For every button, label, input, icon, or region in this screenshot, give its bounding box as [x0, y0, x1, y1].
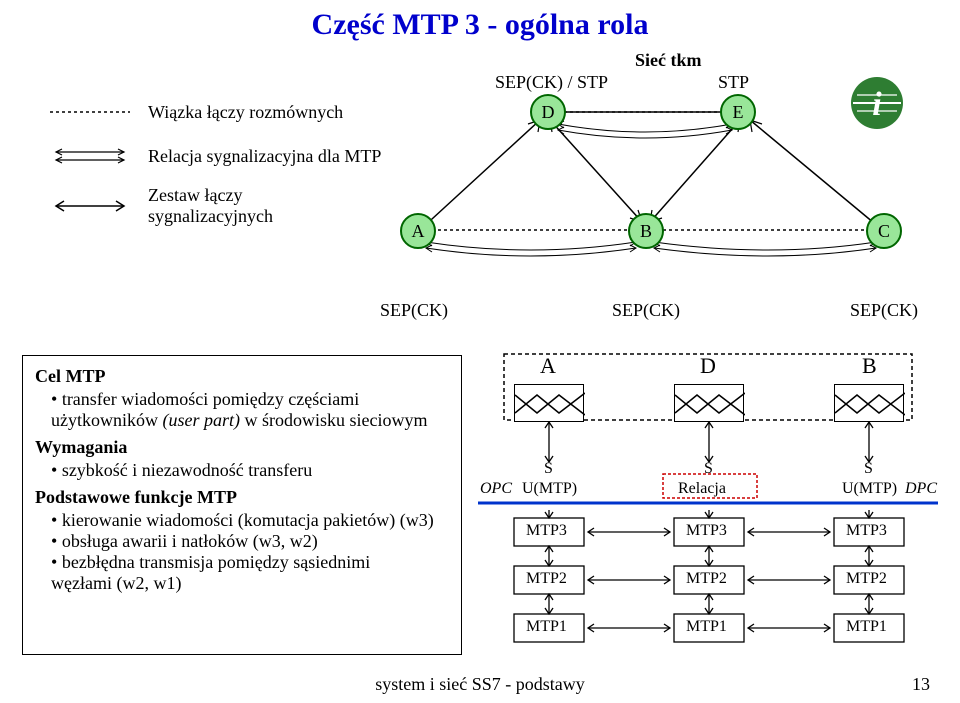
legend: Wiązka łączy rozmównych Relacja sygnaliz… — [50, 90, 381, 234]
heading-wymagania: Wymagania — [35, 437, 449, 458]
node-a: A — [400, 213, 436, 249]
legend-text-linkset: Zestaw łączysygnalizacyjnych — [148, 185, 273, 227]
node-e: E — [720, 94, 756, 130]
page-title: Część MTP 3 - ogólna rola — [0, 8, 960, 42]
node-c: C — [866, 213, 902, 249]
legend-row-linkset: Zestaw łączysygnalizacyjnych — [50, 178, 381, 234]
footer-text: system i sieć SS7 - podstawy — [375, 674, 585, 694]
cel-mtp-box: Cel MTP transfer wiadomości pomiędzy czę… — [22, 355, 462, 655]
cel-li3: kierowanie wiadomości (komutacja pakietó… — [51, 510, 449, 531]
legend-text-relation: Relacja sygnalizacyjna dla MTP — [148, 146, 381, 167]
footer: system i sieć SS7 - podstawy 13 — [0, 674, 960, 695]
heading-funkcje: Podstawowe funkcje MTP — [35, 487, 449, 508]
label-siec-tkm: Sieć tkm — [635, 50, 702, 71]
relacja-red-box — [662, 473, 758, 501]
legend-row-relation: Relacja sygnalizacyjna dla MTP — [50, 134, 381, 178]
label-mtp3-a: MTP3 — [526, 522, 567, 540]
label-opc: OPC — [480, 480, 512, 498]
relation-icon — [50, 146, 130, 166]
svg-text:i: i — [872, 86, 882, 123]
label-mtp1-b: MTP1 — [846, 618, 887, 636]
xbox-a — [514, 384, 584, 422]
cel-li4: obsługa awarii i natłoków (w3, w2) — [51, 531, 449, 552]
label-umtp-b: U(MTP) — [842, 480, 897, 498]
label-mtp2-b: MTP2 — [846, 570, 887, 588]
info-icon: i — [849, 75, 905, 136]
legend-text-voice: Wiązka łączy rozmównych — [148, 102, 343, 123]
label-umtp-a: U(MTP) — [522, 480, 577, 498]
voice-trunk-icon — [50, 102, 130, 122]
cel-li5: bezbłędna transmisja pomiędzy sąsiednimi… — [51, 552, 449, 594]
label-mtp2-a: MTP2 — [526, 570, 567, 588]
xbox-d — [674, 384, 744, 422]
node-d: D — [530, 94, 566, 130]
vertical-s-arrows — [500, 420, 920, 470]
node-b: B — [628, 213, 664, 249]
label-mtp2-d: MTP2 — [686, 570, 727, 588]
heading-cel: Cel MTP — [35, 366, 449, 387]
blue-separator — [478, 500, 938, 506]
page-number: 13 — [912, 674, 930, 695]
label-mtp1-d: MTP1 — [686, 618, 727, 636]
legend-row-voice: Wiązka łączy rozmównych — [50, 90, 381, 134]
label-mtp1-a: MTP1 — [526, 618, 567, 636]
label-mtp3-d: MTP3 — [686, 522, 727, 540]
linkset-icon — [50, 196, 130, 216]
xbox-b — [834, 384, 904, 422]
label-mtp3-b: MTP3 — [846, 522, 887, 540]
cel-li1: transfer wiadomości pomiędzy częściami u… — [51, 389, 449, 431]
label-dpc: DPC — [905, 480, 937, 498]
cel-li2: szybkość i niezawodność transferu — [51, 460, 449, 481]
